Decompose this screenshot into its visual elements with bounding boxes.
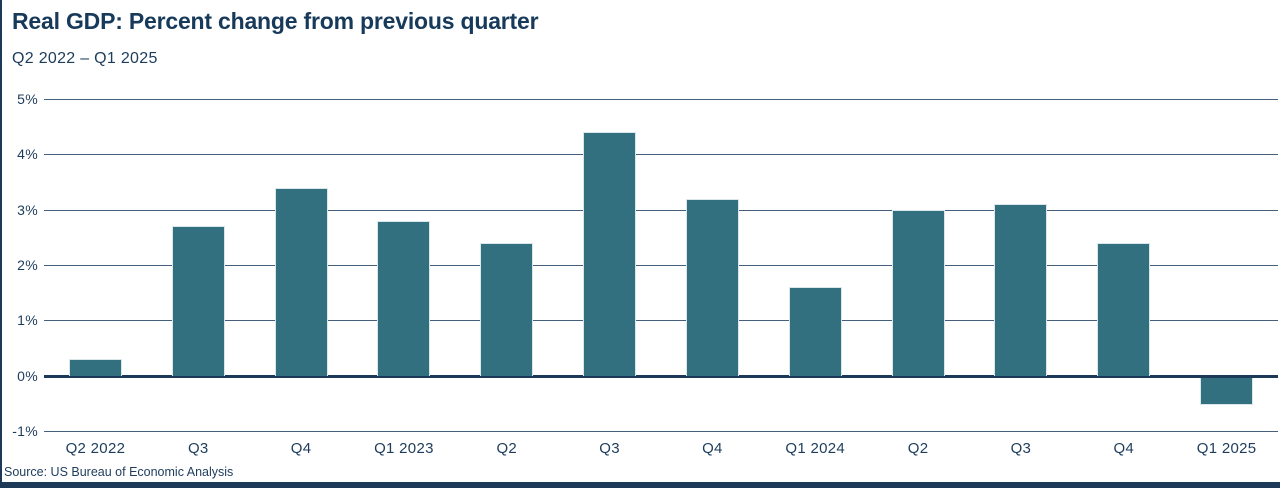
gridline — [44, 265, 1278, 266]
bar-q3 — [994, 204, 1048, 376]
x-axis-tick-label: Q4 — [1113, 440, 1135, 457]
x-axis-tick-label: Q3 — [1010, 440, 1032, 457]
gridline — [44, 431, 1278, 432]
x-axis-tick-label: Q1 2023 — [374, 440, 434, 457]
x-axis-tick-label: Q3 — [599, 440, 620, 457]
bar-q4 — [685, 198, 739, 376]
footer-bar — [2, 482, 1280, 488]
gridline — [44, 209, 1278, 211]
bar-q4 — [1097, 242, 1151, 376]
x-axis-tick-label: Q3 — [187, 440, 209, 457]
gridline — [44, 154, 1278, 156]
bar-q2-2022 — [68, 359, 122, 376]
y-axis-tick-label: 1% — [17, 312, 38, 329]
bar-q3 — [583, 132, 637, 376]
y-axis-tick-label: 0% — [17, 367, 38, 384]
x-axis-tick-label: Q4 — [290, 440, 312, 457]
x-axis-labels: Q2 2022 Q3 Q4 Q1 2023 Q2 Q3 Q4 Q1 2024 Q2 Q3 Q4 Q1 … — [44, 440, 1278, 460]
bar-q1-2025 — [1200, 377, 1254, 406]
gridline — [44, 320, 1278, 322]
x-axis-tick-label: Q1 2025 — [1196, 440, 1257, 457]
bar-q2 — [480, 242, 534, 376]
bar-q2 — [891, 209, 945, 376]
x-axis-tick-label: Q2 2022 — [65, 440, 126, 457]
y-axis-tick-label: 4% — [17, 146, 38, 163]
y-axis-tick-label: 3% — [17, 201, 38, 218]
y-axis-tick-label: 2% — [17, 257, 38, 273]
y-axis-tick-label: -1% — [12, 423, 38, 439]
bar-q4 — [274, 187, 328, 376]
bar-q1-2024 — [788, 287, 842, 376]
x-axis-tick-label: Q2 — [907, 440, 929, 457]
gridline — [44, 99, 1278, 100]
x-axis-tick-label: Q1 2024 — [785, 440, 846, 457]
x-axis-tick-label: Q4 — [702, 440, 723, 457]
y-axis-tick-label: 5% — [17, 91, 38, 107]
source-note: Source: US Bureau of Economic Analysis — [4, 465, 234, 479]
chart-title: Real GDP: Percent change from previous q… — [12, 8, 539, 34]
x-axis-tick-label: Q2 — [496, 440, 518, 457]
bar-q1-2023 — [377, 220, 431, 376]
zero-gridline — [44, 374, 1278, 378]
plot-area: 5% 4% 3% 2% 1% 0% -1% — [12, 91, 1278, 439]
chart-subtitle: Q2 2022 – Q1 2025 — [12, 50, 158, 67]
bar-q3 — [171, 226, 225, 376]
